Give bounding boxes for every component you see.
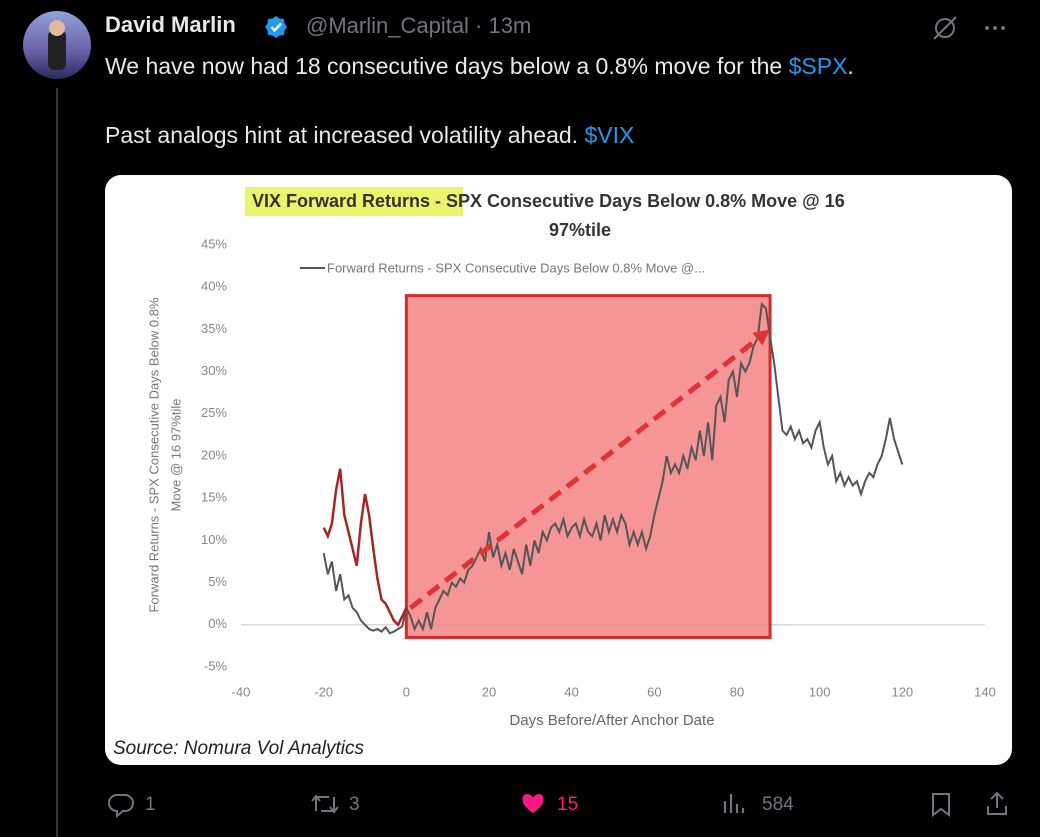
x-tick-label: 80 bbox=[730, 684, 744, 699]
trend-arrow-head bbox=[752, 329, 771, 346]
reply-count[interactable]: 1 bbox=[145, 794, 156, 815]
x-axis-label: Days Before/After Anchor Date bbox=[509, 712, 714, 729]
x-tick-label: 60 bbox=[647, 684, 661, 699]
highlight-box bbox=[404, 294, 772, 639]
tweet-text: We have now had 18 consecutive days belo… bbox=[105, 53, 789, 79]
y-tick-label: 20% bbox=[201, 447, 227, 462]
x-tick-label: -40 bbox=[232, 684, 251, 699]
verified-badge bbox=[265, 16, 287, 38]
share-icon[interactable] bbox=[987, 791, 1007, 815]
x-tick-label: 100 bbox=[809, 684, 831, 699]
y-tick-label: 30% bbox=[201, 363, 227, 378]
media[interactable]: VIX Forward Returns - SPX Consecutive Da… bbox=[105, 175, 1012, 765]
more-icon[interactable] bbox=[985, 26, 1005, 30]
trend-arrow bbox=[408, 337, 759, 610]
x-tick-label: 120 bbox=[891, 684, 913, 699]
y-tick-label: 15% bbox=[201, 490, 227, 505]
y-tick-label: 0% bbox=[208, 616, 227, 631]
avatar-head bbox=[49, 20, 65, 36]
title-text: SPX Consecutive Days Below 0.8% Move @ 1… bbox=[446, 191, 845, 211]
chart-title: VIX Forward Returns - SPX Consecutive Da… bbox=[252, 191, 845, 211]
title-highlight bbox=[245, 187, 463, 216]
repost-icon[interactable] bbox=[311, 794, 339, 814]
y-tick-label: 40% bbox=[201, 279, 227, 294]
tweet-line: We have now had 18 consecutive days belo… bbox=[105, 53, 854, 80]
legend-label: Forward Returns - SPX Consecutive Days B… bbox=[327, 260, 705, 275]
like-count[interactable]: 15 bbox=[557, 794, 579, 815]
like-icon[interactable] bbox=[522, 794, 544, 813]
y-tick-label: -5% bbox=[204, 658, 228, 673]
y-axis-label-line: Move @ 16 97%tile bbox=[168, 399, 183, 512]
y-tick-label: 5% bbox=[208, 574, 227, 589]
cashtag[interactable]: $VIX bbox=[584, 122, 635, 148]
chart: VIX Forward Returns - SPX Consecutive Da… bbox=[113, 187, 996, 759]
cashtag[interactable]: $SPX bbox=[788, 53, 848, 79]
y-tick-label: 25% bbox=[201, 405, 227, 420]
x-tick-label: 20 bbox=[482, 684, 496, 699]
tweet-text: Past analogs hint at increased volatilit… bbox=[105, 122, 585, 148]
author-meta[interactable]: @Marlin_Capital · 13m bbox=[306, 13, 532, 38]
bookmark-icon[interactable] bbox=[932, 793, 950, 817]
y-axis-label-line: Forward Returns - SPX Consecutive Days B… bbox=[146, 297, 161, 612]
grok-icon[interactable] bbox=[933, 16, 957, 40]
y-axis-label: Forward Returns - SPX Consecutive Days B… bbox=[146, 297, 183, 612]
avatar-figure bbox=[48, 30, 66, 70]
source: Source: Nomura Vol Analytics bbox=[113, 738, 364, 759]
title-highlight-text: VIX Forward Returns - bbox=[252, 191, 446, 211]
chart-title: 97%tile bbox=[549, 220, 611, 240]
reply-icon[interactable] bbox=[108, 794, 134, 819]
repost-count[interactable]: 3 bbox=[349, 794, 360, 815]
y-tick-label: 35% bbox=[201, 321, 227, 336]
y-tick-label: 10% bbox=[201, 532, 227, 547]
annotation-line bbox=[322, 468, 408, 627]
y-tick-label: 45% bbox=[201, 236, 227, 251]
tweet-line: Past analogs hint at increased volatilit… bbox=[105, 122, 634, 149]
tweet-text: . bbox=[847, 53, 854, 79]
series-line bbox=[322, 301, 904, 635]
views-icon[interactable] bbox=[723, 794, 745, 813]
x-tick-label: 140 bbox=[974, 684, 996, 699]
author-name[interactable]: David Marlin bbox=[105, 12, 236, 37]
x-tick-label: 40 bbox=[564, 684, 578, 699]
x-tick-label: -20 bbox=[314, 684, 333, 699]
view-count[interactable]: 584 bbox=[762, 794, 794, 815]
x-tick-label: 0 bbox=[403, 684, 410, 699]
